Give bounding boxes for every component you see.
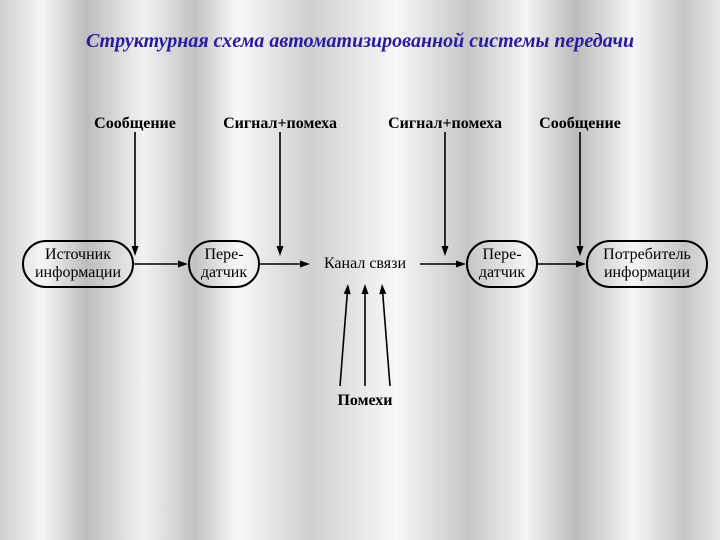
node-channel-label: Канал связи	[324, 255, 406, 273]
node-channel: Канал связи	[310, 248, 420, 280]
edge-label-msg2: Сообщение	[539, 115, 621, 133]
edge-label-sig1: Сигнал+помеха	[223, 115, 337, 133]
node-tx: Пере- датчик	[188, 240, 260, 288]
node-consumer-label: Потребитель информации	[603, 246, 691, 283]
node-consumer: Потребитель информации	[586, 240, 708, 288]
noise-label: Помехи	[337, 392, 392, 410]
edge-label-sig2: Сигнал+помеха	[388, 115, 502, 133]
node-source-label: Источник информации	[35, 246, 121, 283]
node-source: Источник информации	[22, 240, 134, 288]
diagram-stage: Структурная схема автоматизированной сис…	[0, 0, 720, 540]
node-rx-label: Пере- датчик	[479, 246, 525, 283]
edge-label-msg1: Сообщение	[94, 115, 176, 133]
node-rx: Пере- датчик	[466, 240, 538, 288]
page-title: Структурная схема автоматизированной сис…	[0, 30, 720, 53]
node-tx-label: Пере- датчик	[201, 246, 247, 283]
